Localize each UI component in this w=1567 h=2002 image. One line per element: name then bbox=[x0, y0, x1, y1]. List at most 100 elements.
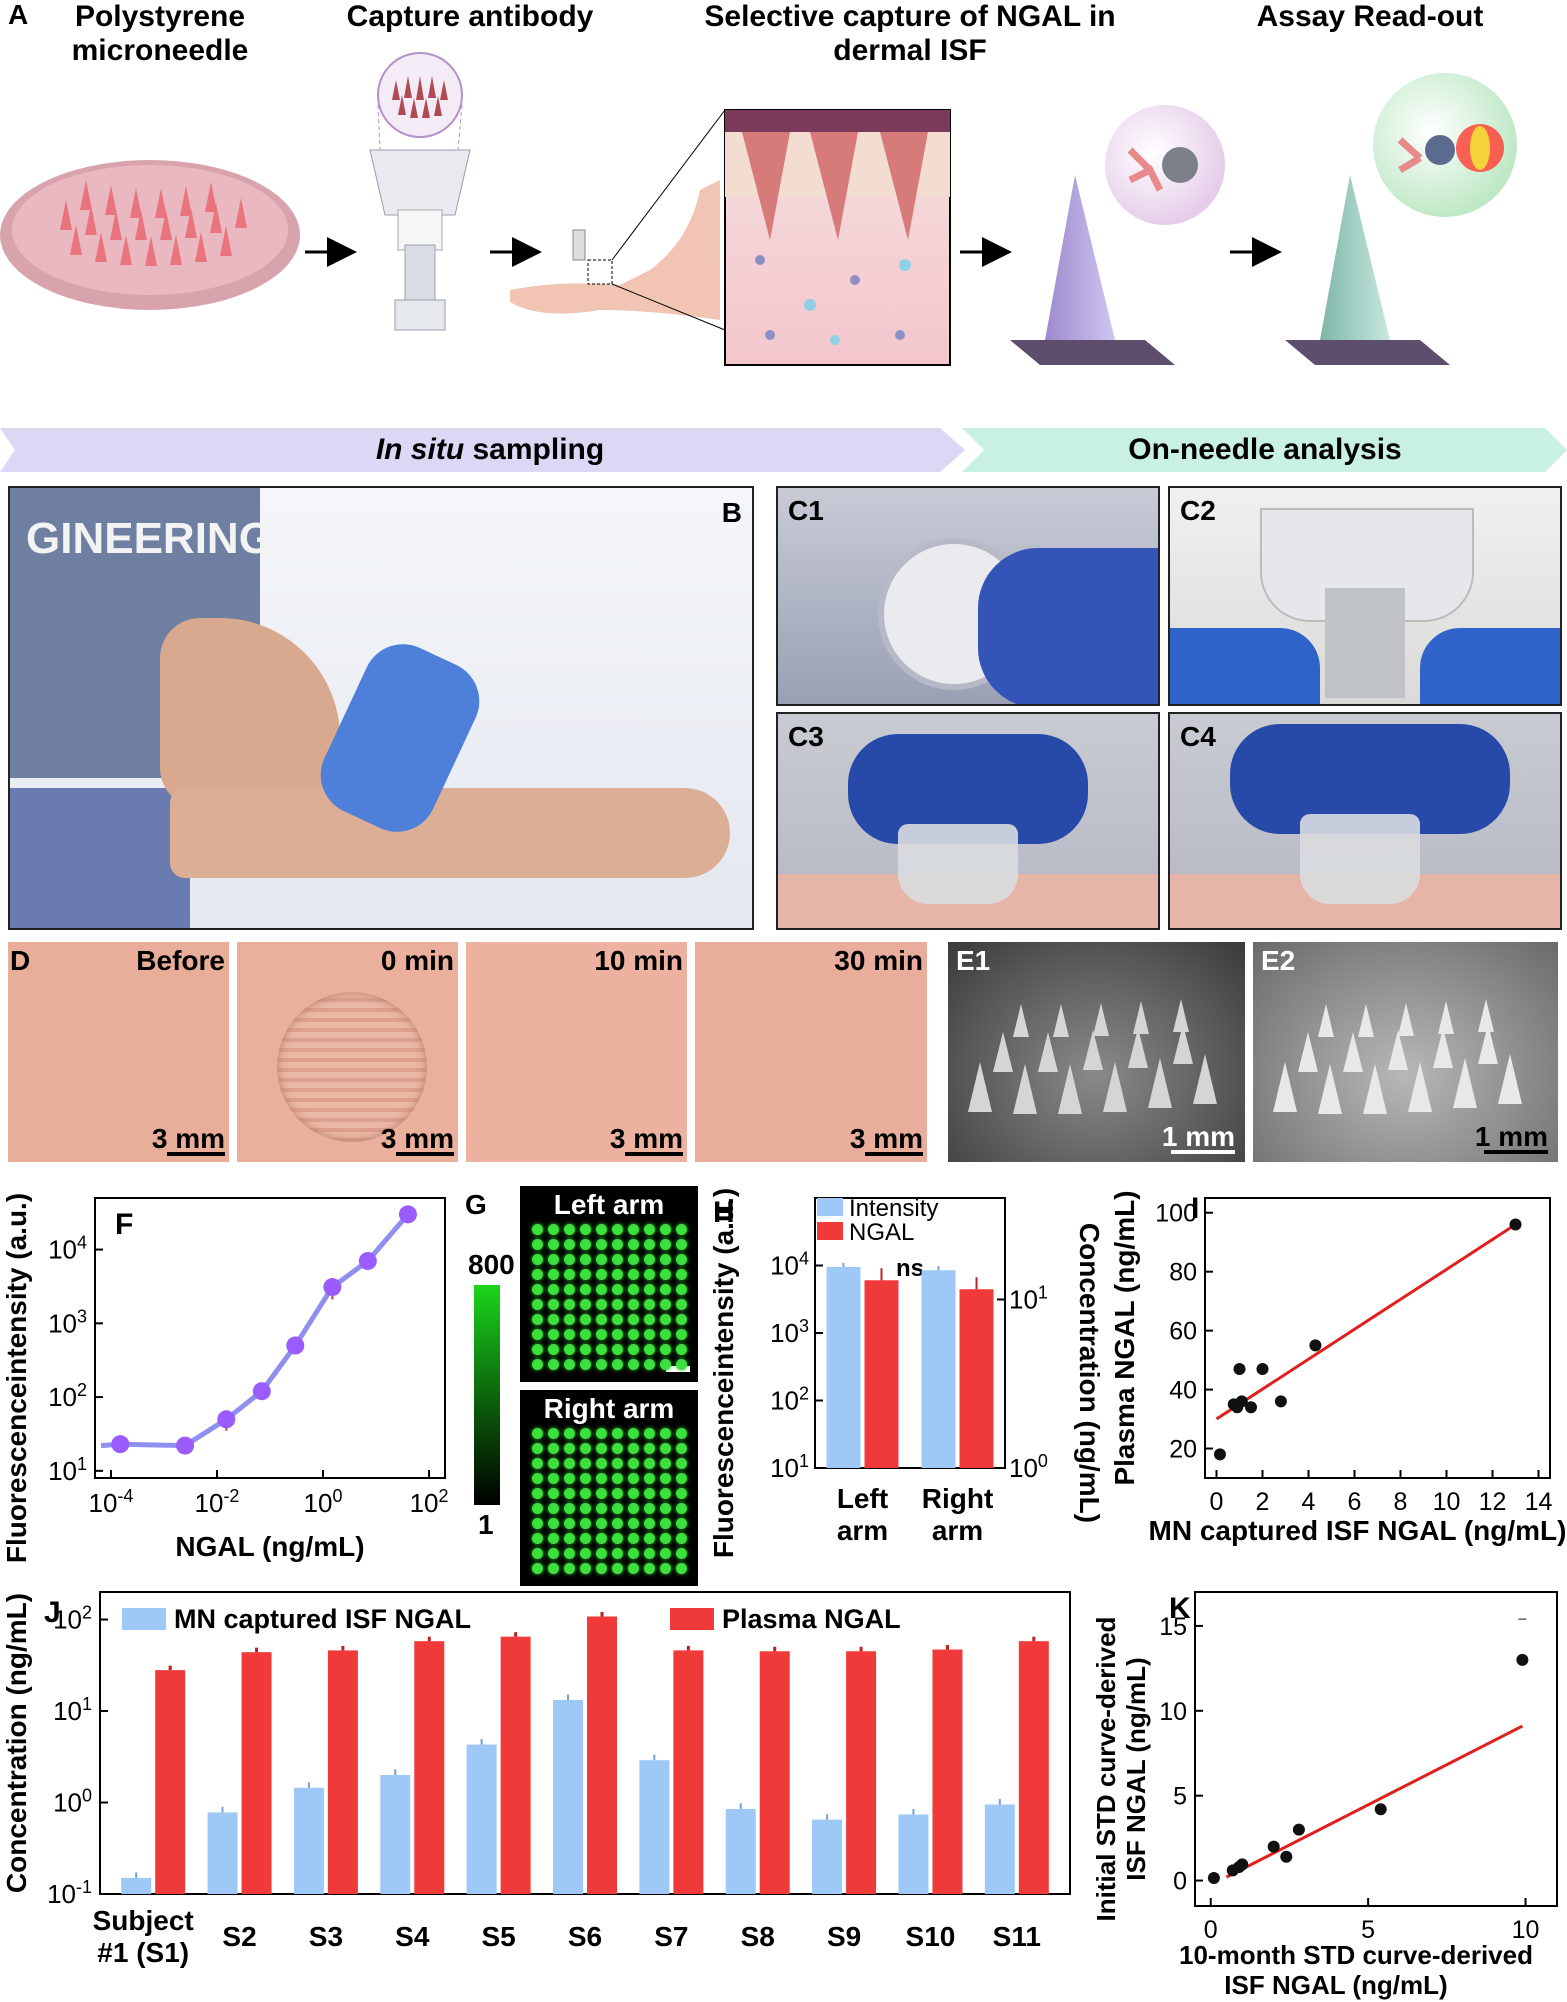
fluorescence-spot bbox=[596, 1344, 607, 1355]
fluorescence-spot bbox=[660, 1254, 671, 1265]
scale-bar bbox=[625, 1152, 683, 1156]
fluorescence-spot bbox=[532, 1473, 543, 1484]
fluorescence-spot bbox=[628, 1533, 639, 1544]
category-label: S8 bbox=[741, 1921, 775, 1952]
category-label-line2: arm bbox=[932, 1515, 983, 1546]
right-arm-label: Right arm bbox=[543, 1393, 675, 1424]
fluorescence-spot bbox=[580, 1359, 591, 1370]
fluorescence-spot bbox=[596, 1563, 607, 1574]
fluorescence-spot bbox=[612, 1473, 623, 1484]
category-label: S3 bbox=[309, 1921, 343, 1952]
scale-d3: 3 mm bbox=[609, 1123, 683, 1154]
fluorescence-spot bbox=[564, 1533, 575, 1544]
fluorescence-spot bbox=[596, 1224, 607, 1235]
colorbar-min: 1 bbox=[478, 1509, 494, 1540]
y-tick-label: 80 bbox=[1169, 1259, 1197, 1287]
fluorescence-spot bbox=[612, 1518, 623, 1529]
scale-e1: 1 mm bbox=[1161, 1121, 1235, 1152]
bar-isf bbox=[121, 1877, 152, 1894]
device bbox=[1300, 814, 1420, 904]
needle-array bbox=[968, 999, 1217, 1114]
y-tick-label: 5 bbox=[1173, 1783, 1187, 1811]
data-point bbox=[1213, 1448, 1226, 1461]
data-point bbox=[1256, 1362, 1269, 1375]
fluorescence-spot bbox=[676, 1224, 687, 1235]
fluorescence-spot bbox=[660, 1458, 671, 1469]
antibody-cone-icon bbox=[1010, 105, 1225, 365]
category-label: S9 bbox=[827, 1921, 861, 1952]
x-tick-label: 12 bbox=[1479, 1488, 1507, 1516]
fluorescence-spot bbox=[532, 1224, 543, 1235]
fluorescence-spot bbox=[676, 1518, 687, 1529]
in-situ-sampling-label: In situ sampling bbox=[375, 433, 605, 466]
x-tick-label: 0 bbox=[1204, 1916, 1218, 1944]
data-point bbox=[1207, 1871, 1220, 1884]
fluorescence-spot bbox=[676, 1443, 687, 1454]
fluorescence-spot bbox=[532, 1284, 543, 1295]
left-arm-label: Left arm bbox=[553, 1189, 665, 1220]
fluorescence-spot bbox=[628, 1224, 639, 1235]
fluorescence-spot bbox=[548, 1563, 559, 1574]
fluorescence-spot bbox=[580, 1329, 591, 1340]
fluorescence-spot bbox=[564, 1548, 575, 1559]
fluorescence-spot bbox=[564, 1428, 575, 1439]
photo-c3: C3 bbox=[776, 712, 1160, 930]
bar-plasma bbox=[673, 1650, 704, 1894]
fluorescence-spot bbox=[596, 1503, 607, 1514]
device-body bbox=[1325, 588, 1405, 698]
fluorescence-spot bbox=[628, 1359, 639, 1370]
fluorescence-spot bbox=[596, 1284, 607, 1295]
x-tick-label: 10 bbox=[1433, 1488, 1461, 1516]
right-arm-fluorescence: Right arm bbox=[520, 1390, 698, 1586]
fluorescence-spot bbox=[580, 1443, 591, 1454]
photo-c2: C2 bbox=[1168, 486, 1562, 706]
fluorescence-spot bbox=[644, 1239, 655, 1250]
fluorescence-spot bbox=[660, 1314, 671, 1325]
y-right-tick-label: 100 bbox=[1009, 1451, 1048, 1483]
fluorescence-spot bbox=[564, 1563, 575, 1574]
fluorescence-spot bbox=[548, 1239, 559, 1250]
fluorescence-spot bbox=[532, 1458, 543, 1469]
x-axis-label: NGAL (ng/mL) bbox=[175, 1531, 364, 1562]
y-tick-label: 104 bbox=[770, 1249, 809, 1281]
fluorescence-spot bbox=[612, 1443, 623, 1454]
y-axis-label: Fluorescenceintensity (a.u.) bbox=[1, 1193, 32, 1563]
fluorescence-spot bbox=[644, 1269, 655, 1280]
fluorescence-spot bbox=[628, 1563, 639, 1574]
fluorescence-spot bbox=[596, 1329, 607, 1340]
y-axis-label: Concentration (ng/mL) bbox=[1, 1593, 32, 1893]
fluorescence-spot bbox=[548, 1428, 559, 1439]
data-point bbox=[1309, 1339, 1322, 1352]
category-label: S4 bbox=[395, 1921, 430, 1952]
fluorescence-spot bbox=[548, 1224, 559, 1235]
fluorescence-spot bbox=[548, 1299, 559, 1310]
bar-ngal bbox=[864, 1280, 899, 1468]
fluorescence-spot bbox=[596, 1518, 607, 1529]
fluorescence-spot bbox=[532, 1269, 543, 1280]
fluorescence-spot bbox=[532, 1488, 543, 1499]
scale-bar bbox=[167, 1152, 225, 1156]
y-tick-label: 102 bbox=[48, 1380, 87, 1412]
fluorescence-spot bbox=[564, 1329, 575, 1340]
photo-c4: C4 bbox=[1168, 712, 1562, 930]
fluorescence-spot bbox=[532, 1299, 543, 1310]
fluorescence-spot bbox=[612, 1344, 623, 1355]
fluorescence-spot bbox=[676, 1428, 687, 1439]
forearm bbox=[170, 788, 730, 878]
chart-h: H101102103104100101IntensityNGALnsLeftar… bbox=[708, 1188, 1105, 1558]
bar-isf bbox=[380, 1774, 411, 1894]
step-1-title: Polystyrene microneedle bbox=[71, 0, 249, 67]
readout-cone-icon bbox=[1285, 73, 1517, 365]
fluorescence-spot bbox=[596, 1473, 607, 1484]
fluorescence-spot bbox=[612, 1548, 623, 1559]
fluorescence-spot bbox=[548, 1488, 559, 1499]
fluorescence-spot bbox=[564, 1239, 575, 1250]
needle-array bbox=[1273, 999, 1522, 1114]
fluorescence-spot bbox=[596, 1488, 607, 1499]
data-point bbox=[1274, 1395, 1287, 1408]
fluorescence-spot bbox=[580, 1314, 591, 1325]
bar-isf bbox=[293, 1787, 324, 1894]
fluorescence-spot bbox=[548, 1329, 559, 1340]
fluorescence-spot bbox=[628, 1473, 639, 1484]
y-axis-label: Plasma NGAL (ng/mL) bbox=[1110, 1190, 1140, 1485]
